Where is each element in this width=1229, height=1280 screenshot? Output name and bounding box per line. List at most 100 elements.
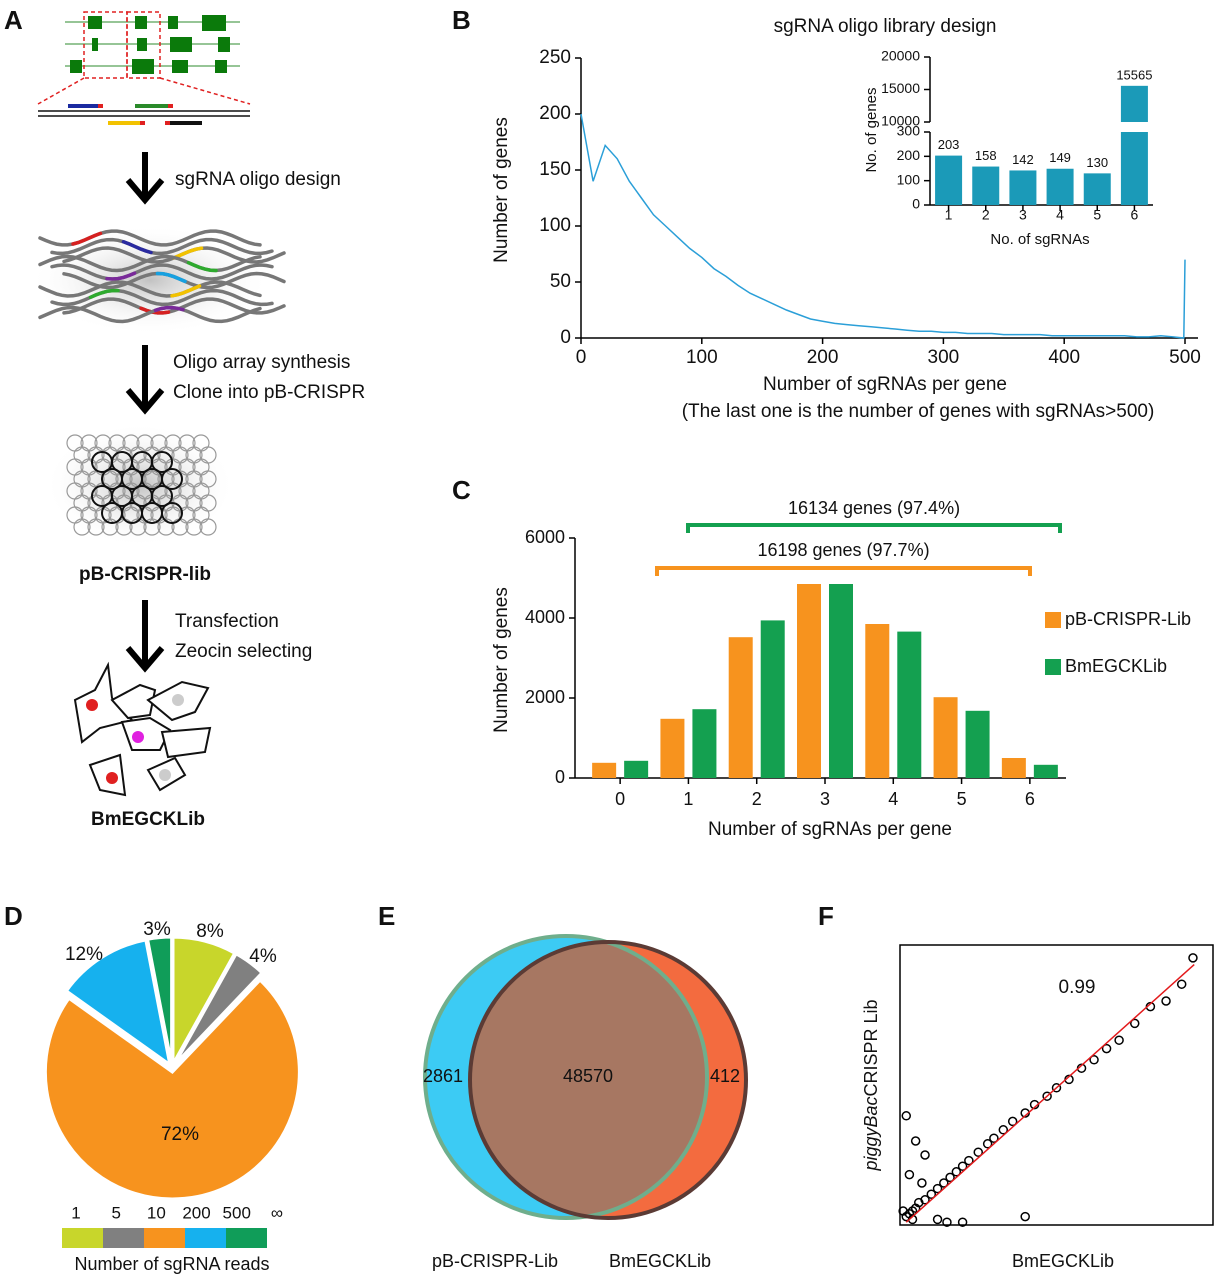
exon (135, 16, 147, 29)
step-text: Oligo array synthesis (173, 352, 350, 373)
point (1007, 1116, 1018, 1127)
x-tick-label: 3 (1019, 207, 1027, 223)
cell-nucleus (159, 769, 171, 781)
x-tick-label: 3 (820, 789, 830, 809)
point (973, 1147, 983, 1157)
selection-box (126, 11, 161, 79)
x-axis-label: Number of sgRNAs per gene (763, 374, 1007, 395)
legend-tick-label: 10 (147, 1203, 166, 1222)
pam-site (98, 104, 103, 108)
point (989, 1133, 999, 1143)
x-tick-label: 4 (888, 789, 898, 809)
x-axis-label: Number of sgRNAs per gene (708, 819, 952, 840)
x-tick-label: 6 (1131, 207, 1139, 223)
x-tick-label: 4 (1056, 207, 1064, 223)
bar (728, 637, 753, 778)
point (910, 1136, 921, 1146)
bar (624, 760, 649, 778)
bracket (655, 566, 1032, 576)
pie-slice (145, 935, 174, 1065)
bar (692, 709, 717, 778)
arrow-head (125, 388, 165, 415)
exon (218, 37, 230, 52)
x-tick-label: 300 (928, 347, 960, 368)
plasmid (87, 518, 105, 536)
plasmid (129, 518, 147, 536)
cell-nucleus (106, 772, 118, 784)
point (1101, 1043, 1112, 1054)
y-axis-label: Number of genes (491, 587, 512, 733)
oligo (38, 254, 262, 273)
step-text: Clone into pB-CRISPR (173, 382, 365, 403)
y-axis-label-rest: CRISPR Lib (861, 999, 881, 1096)
plasmid (185, 518, 203, 536)
venn-overlap (470, 942, 707, 1218)
plasmid-clone (151, 451, 173, 473)
legend-label: pB-CRISPR-Lib (1065, 609, 1191, 629)
plot-frame (899, 944, 1214, 1226)
oligo-sgrna (121, 240, 153, 255)
panel-label: B (452, 5, 471, 35)
cell (160, 726, 212, 759)
bar (972, 166, 1000, 205)
point (957, 1217, 968, 1227)
x-axis-label: BmEGCKLib (1012, 1251, 1114, 1271)
point (998, 1125, 1009, 1135)
region-count: 2861 (423, 1066, 463, 1086)
y-tick-label: 100 (539, 215, 571, 236)
point (1176, 979, 1187, 989)
plasmid-clone (151, 485, 173, 507)
oligo (38, 305, 262, 324)
y-axis-label-italic: piggyBac (861, 1096, 881, 1171)
value-label: 158 (975, 148, 997, 163)
oligo (50, 288, 274, 307)
bar (897, 631, 922, 778)
bar (1046, 168, 1074, 205)
x-tick-label: 6 (1025, 789, 1035, 809)
x-axis-label: No. of sgRNAs (990, 231, 1089, 248)
x-tick-label: 500 (1169, 347, 1201, 368)
point (932, 1214, 943, 1225)
oligo-sgrna (88, 288, 120, 300)
plasmid (157, 518, 175, 536)
point (945, 1172, 955, 1183)
slice-label: 72% (161, 1124, 199, 1145)
oligo-sgrna (170, 284, 202, 298)
slice-label: 8% (196, 921, 224, 942)
legend-tick-label: ∞ (271, 1203, 283, 1222)
annotation: 16198 genes (97.7%) (757, 540, 929, 560)
arrow-head (125, 646, 165, 673)
step-text: sgRNA oligo design (175, 169, 341, 190)
pam-site (165, 121, 170, 125)
point (898, 1206, 908, 1216)
y-tick-label: 300 (897, 123, 921, 139)
slice-label: 12% (65, 944, 103, 965)
oligo (50, 263, 274, 281)
cell-nucleus (86, 699, 98, 711)
bar (965, 710, 990, 778)
x-tick-label: 0 (576, 347, 587, 368)
slice-label: 3% (143, 919, 171, 940)
plasmid (73, 518, 91, 536)
value-label: 130 (1086, 155, 1108, 170)
pie-slice (43, 977, 301, 1201)
point (1042, 1091, 1052, 1101)
y-tick-label: 10000 (881, 113, 920, 129)
bar (865, 624, 890, 778)
legend-swatch (103, 1228, 144, 1248)
sgrna-site (68, 104, 98, 108)
exon (70, 60, 82, 73)
bar (1009, 170, 1037, 205)
x-tick-label: 1 (683, 789, 693, 809)
x-tick-label: 1 (945, 207, 953, 223)
annotation: 16134 genes (97.4%) (788, 498, 960, 518)
point (942, 1217, 952, 1227)
step-text: Transfection (175, 611, 279, 632)
point (951, 1167, 962, 1177)
y-axis-label: Number of genes (491, 117, 512, 263)
annotation: 0.99 (1059, 977, 1096, 998)
point (1089, 1055, 1099, 1065)
sgrna-site (135, 104, 168, 108)
exon (92, 38, 98, 51)
